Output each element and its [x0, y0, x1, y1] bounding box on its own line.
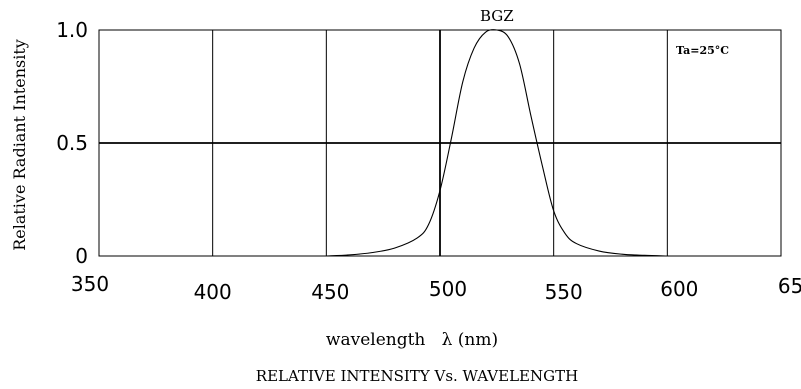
series-line-bgz — [326, 29, 668, 257]
series-label-bgz: BGZ — [480, 7, 514, 25]
grid-lines — [99, 30, 781, 256]
y-tick-labels: 0 0.5 1.0 — [56, 18, 88, 268]
x-tick-label-450: 450 — [311, 280, 349, 304]
x-tick-label-550: 550 — [545, 280, 583, 304]
y-tick-label-0: 0 — [75, 244, 88, 268]
x-tick-label-500: 500 — [429, 277, 467, 301]
y-axis-label: Relative Radiant Intensity — [10, 39, 29, 251]
temperature-annotation: Ta=25°C — [676, 44, 729, 57]
y-tick-label-1.0: 1.0 — [56, 18, 88, 42]
plot-frame — [98, 29, 782, 257]
x-tick-label-600: 600 — [660, 277, 698, 301]
y-tick-label-0.5: 0.5 — [56, 131, 88, 155]
x-tick-label-650: 650 — [778, 274, 801, 298]
x-tick-label-350: 350 — [71, 272, 109, 296]
x-axis-label: wavelength λ (nm) — [326, 330, 498, 350]
x-tick-label-400: 400 — [194, 280, 232, 304]
x-tick-labels: 350 400 450 500 550 600 650 — [71, 272, 801, 304]
chart-title: RELATIVE INTENSITY Vs. WAVELENGTH — [256, 367, 578, 385]
